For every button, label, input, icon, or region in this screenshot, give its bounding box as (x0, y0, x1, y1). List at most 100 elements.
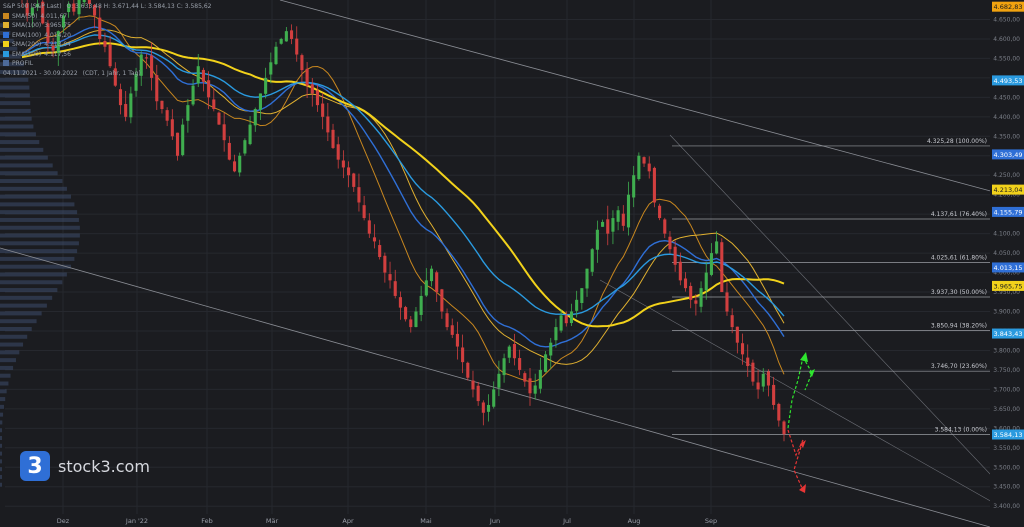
fan-line (599, 279, 1024, 521)
profile-bar (0, 163, 53, 168)
x-tick-label: Mär (266, 517, 279, 525)
candle-body (321, 103, 325, 117)
candle-body (326, 116, 330, 133)
profile-bar (0, 404, 5, 409)
candle-body (124, 103, 128, 117)
candle-body (606, 219, 610, 234)
y-tick-label: 3.900,00 (993, 309, 1020, 316)
candle-body (766, 371, 770, 386)
candle-body (751, 362, 755, 382)
legend-item: EMA(100) 4.014,20 (3, 31, 211, 41)
candle-body (476, 385, 480, 402)
profile-bar (0, 140, 40, 145)
profile-bar (0, 202, 75, 207)
fib-label: 3.746,70 (23.60%) (931, 363, 987, 370)
candle-body (471, 380, 475, 390)
candle-body (243, 140, 247, 154)
bear-projection (787, 429, 804, 489)
brand-name: stock3.com (58, 456, 150, 476)
chart-legend: S&P 500 (S&P Last) O: 3.633,48 H: 3.671,… (3, 2, 211, 78)
candle-body (429, 268, 434, 282)
profile-bar (0, 373, 11, 378)
candle-body (155, 75, 159, 102)
candle-body (590, 249, 594, 272)
y-tick-label: 3.450,00 (993, 484, 1020, 491)
profile-bar (0, 358, 16, 363)
legend-swatch (3, 12, 9, 19)
candle-body (668, 236, 672, 250)
bull-projection (787, 356, 804, 429)
moving-average-line (21, 42, 785, 328)
x-tick-label: Sep (705, 517, 717, 525)
candle-body (569, 311, 574, 324)
y-tick-label: 4.450,00 (993, 94, 1020, 101)
profile-bar (0, 311, 42, 316)
profile-bar (0, 381, 9, 386)
legend-item: SMA(50) 4.011,67 (3, 12, 211, 22)
profile-bar (0, 412, 4, 417)
y-tick-label: 4.650,00 (993, 16, 1020, 23)
candle-body (134, 73, 138, 91)
candle-body (331, 129, 335, 148)
fib-label: 3.937,30 (50.00%) (931, 289, 987, 296)
candle-body (41, 1, 45, 24)
y-tick-label: 4.000,00 (993, 270, 1020, 277)
candle-body (616, 210, 620, 222)
profile-bar (0, 365, 14, 370)
profile-bar (0, 179, 63, 184)
candle-body (435, 272, 439, 293)
candle-body (512, 344, 516, 359)
candle-body (580, 288, 584, 304)
profile-bar (0, 171, 58, 176)
legend-name: SMA(200) (12, 41, 42, 48)
price-tag (992, 1, 1024, 12)
y-tick-label: 4.200,00 (993, 192, 1020, 199)
candle-body (450, 325, 454, 335)
candle-body (310, 84, 314, 94)
candle-body (357, 187, 361, 203)
y-tick-label: 4.600,00 (993, 36, 1020, 43)
price-tag-label: 3.965,75 (994, 282, 1023, 290)
moving-average-line (21, 34, 785, 317)
x-tick-label: Jun (489, 517, 500, 525)
candle-body (502, 358, 506, 376)
profile-bar (0, 116, 32, 121)
candle-body (383, 255, 387, 273)
candle-body (341, 160, 345, 168)
upper-trend-line (279, 0, 1024, 201)
candle-body (170, 119, 174, 137)
y-tick-label: 4.100,00 (993, 231, 1020, 238)
candle-body (419, 295, 423, 315)
profile-bar (0, 428, 2, 433)
fan-line (669, 134, 1024, 511)
candle-body (378, 245, 382, 257)
candle-body (77, 0, 81, 15)
candle-body (398, 297, 402, 308)
candle-body (663, 219, 667, 234)
y-tick-label: 4.050,00 (993, 250, 1020, 257)
profile-bar (0, 108, 31, 113)
candle-body (290, 30, 294, 39)
candle-body (300, 55, 304, 71)
grid-lines (5, 0, 990, 514)
candle-body (637, 155, 641, 180)
candle-body (232, 161, 237, 172)
candle-body (25, 2, 29, 16)
legend-value: 4.213,04 (44, 41, 71, 48)
profile-bar (0, 241, 79, 246)
moving-average-line (21, 26, 785, 348)
bull-projection (802, 356, 813, 391)
profile-bar (0, 303, 47, 308)
candle-body (118, 89, 123, 106)
ohlc-values: O: 3.633,48 H: 3.671,44 L: 3.584,13 C: 3… (66, 3, 212, 10)
profile-bar (0, 389, 7, 394)
y-tick-label: 3.400,00 (993, 503, 1020, 510)
candle-body (559, 315, 563, 331)
profile-bar (0, 249, 78, 254)
candle-body (103, 40, 107, 47)
profile-bar (0, 443, 2, 448)
legend-name: SMA(100) (12, 22, 42, 29)
x-tick-label: Dez (57, 517, 70, 525)
x-tick-label: Jan '22 (125, 517, 148, 525)
candle-body (212, 99, 216, 110)
